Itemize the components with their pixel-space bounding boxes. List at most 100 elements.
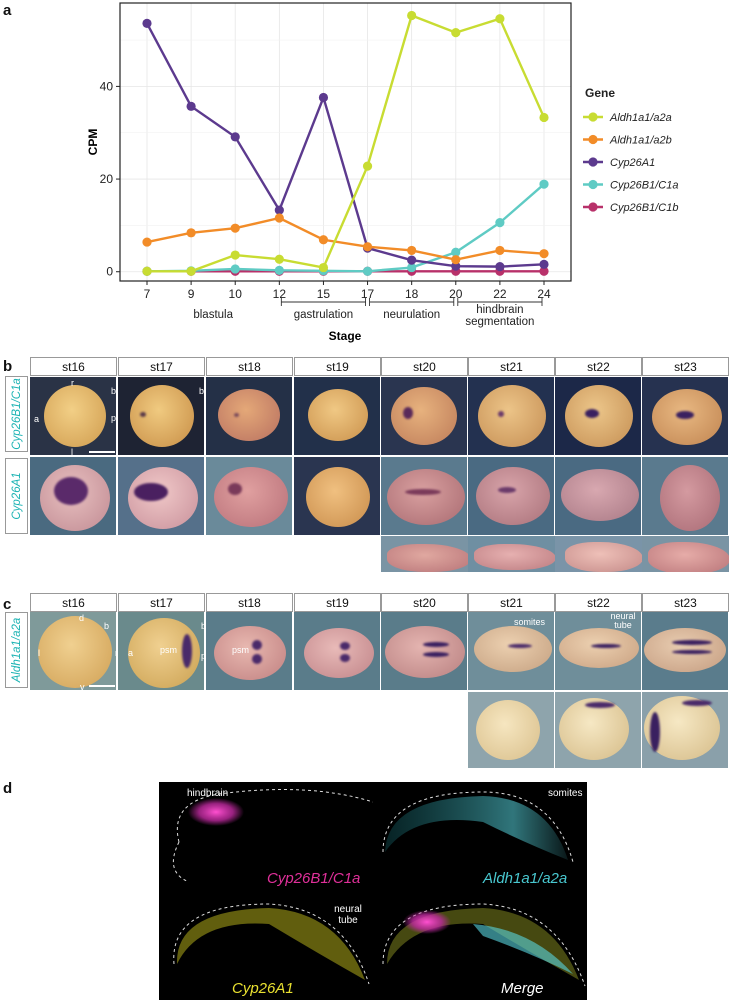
- legend-label-0: Aldh1a1/a2a: [609, 112, 672, 124]
- tile-b2-1: [118, 457, 204, 535]
- point-s0-6: [407, 10, 417, 21]
- x-tick-label-3: 12: [273, 287, 287, 301]
- row-label-box-cyp26b1: Cyp26B1/C1a: [5, 376, 28, 452]
- legend-title: Gene: [585, 86, 615, 100]
- point-s3-5: [362, 266, 373, 276]
- c-stage-st21: st21: [468, 593, 555, 612]
- point-s1-7: [451, 255, 461, 265]
- embryo: [38, 616, 112, 688]
- label-somites-c: somites: [514, 617, 546, 627]
- x-tick-label-2: 10: [229, 287, 243, 301]
- point-s0-0: [142, 266, 152, 276]
- b-stage-st21: st21: [468, 357, 555, 376]
- stain-spot: [182, 634, 192, 668]
- point-s1-6: [407, 245, 417, 256]
- b-stage-st18: st18: [206, 357, 293, 376]
- stain-spot: [423, 652, 449, 657]
- tile-b1-5: [468, 377, 554, 455]
- embryo: [565, 542, 642, 572]
- point-s1-0: [142, 237, 152, 247]
- x-axis-label: Stage: [329, 329, 362, 343]
- c-stage-st19: st19: [294, 593, 381, 612]
- y-tick-label-1: 20: [100, 172, 114, 186]
- phase-label-2: neurulation: [383, 309, 440, 321]
- stain-spot: [591, 644, 621, 648]
- tile-b1-7: [642, 377, 728, 455]
- stain-spot: [676, 411, 694, 419]
- tile-c1-2: [206, 612, 292, 690]
- embryo: [648, 542, 729, 572]
- tile-c1-1: [118, 612, 204, 690]
- mark-l-c: l: [38, 648, 40, 658]
- tile-c1-7: [642, 612, 728, 690]
- scale-bar-c: [89, 685, 115, 687]
- tile-c1-4: [381, 612, 467, 690]
- tile-b1-0: [30, 377, 116, 455]
- embryo: [387, 469, 465, 525]
- stain-spot: [340, 642, 350, 650]
- x-tick-label-7: 20: [449, 287, 463, 301]
- c-stage-st16: st16: [30, 593, 117, 612]
- embryo: [308, 389, 368, 441]
- point-s0-8: [495, 14, 505, 24]
- stain-spot: [252, 640, 262, 650]
- tile-b1-1: [118, 377, 204, 455]
- y-tick-label-2: 40: [100, 79, 114, 93]
- c-stage-st23: st23: [642, 593, 729, 612]
- embryo: [214, 626, 286, 680]
- embryo: [559, 698, 629, 760]
- c-stage-st20: st20: [381, 593, 468, 612]
- tile-b1-4: [381, 377, 467, 455]
- mark-d: d: [79, 613, 85, 623]
- tile-b2-3: [294, 457, 380, 535]
- point-s2-8: [495, 262, 505, 272]
- legend-label-1: Aldh1a1/a2b: [609, 135, 672, 147]
- x-tick-label-8: 22: [493, 287, 507, 301]
- stain-spot: [403, 407, 413, 419]
- mark-p-c17: p: [201, 651, 207, 661]
- label-d-cyp26a1: Cyp26A1: [232, 980, 294, 997]
- stain-spot: [682, 700, 712, 706]
- line-chart: 0 20 40 7 9 10 12 15 17 18 20 22 24 blastula gastrulat…: [86, 2, 679, 343]
- x-tick-label-5: 17: [361, 287, 375, 301]
- embryo: [218, 389, 280, 441]
- point-s3-3: [274, 265, 284, 275]
- tile-b2-2: [206, 457, 292, 535]
- label-d-cyp26b1: Cyp26B1/C1a: [267, 870, 361, 887]
- fluor-merge: Merge: [373, 894, 587, 1000]
- tile-b1-6: [555, 377, 641, 455]
- embryo: [478, 385, 546, 447]
- y-tick-label-0: 0: [106, 265, 113, 279]
- stain-spot: [498, 411, 504, 417]
- point-s1-2: [230, 223, 240, 233]
- b-stage-st23: st23: [642, 357, 729, 376]
- point-s0-4: [318, 262, 329, 273]
- embryo: [391, 387, 457, 445]
- legend-swatch-dot-1: [588, 134, 598, 145]
- point-s0-9: [539, 112, 549, 123]
- x-tick-label-0: 7: [144, 287, 151, 301]
- row-label-cyp26a1: Cyp26A1: [10, 472, 23, 520]
- point-s0-2: [230, 250, 240, 260]
- series-line-0: [147, 13, 546, 273]
- label-neural-tube-d: neural tube: [334, 904, 362, 926]
- stain-spot: [498, 487, 516, 493]
- point-s3-7: [451, 247, 461, 257]
- legend: Gene Aldh1a1/a2a Aldh1a1/a2b Cyp26A1 Cyp26B1…: [583, 86, 679, 214]
- legend-label-3: Cyp26B1/C1a: [610, 180, 679, 192]
- point-s1-1: [186, 228, 196, 238]
- c-stage-st18: st18: [206, 593, 293, 612]
- legend-label-2: Cyp26A1: [610, 157, 655, 169]
- tile-c2-2: [642, 692, 728, 768]
- mark-b: b: [111, 386, 117, 396]
- series-layer: [142, 10, 549, 276]
- label-neural-tube-c: neural tube: [610, 611, 636, 630]
- legend-swatch-dot-0: [588, 112, 598, 122]
- mark-l: l: [71, 447, 73, 457]
- point-s3-9: [539, 179, 549, 189]
- fluor-cyp26a1: neural tube Cyp26A1: [159, 894, 373, 1000]
- tile-b3-3: [642, 536, 729, 572]
- point-s0-1: [186, 266, 196, 276]
- stain-spot: [423, 642, 449, 647]
- chart-grid: [120, 3, 571, 281]
